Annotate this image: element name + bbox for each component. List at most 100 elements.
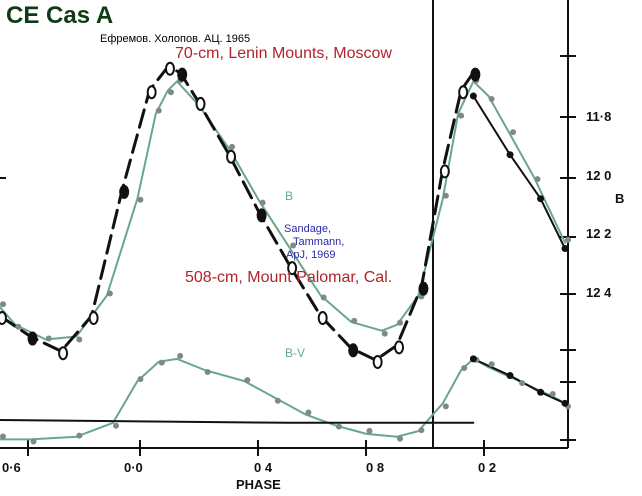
curve-3 xyxy=(472,95,566,250)
teal-series-point-1-11 xyxy=(335,423,342,430)
teal-series-point-0-13 xyxy=(320,294,327,301)
moscow-point-2 xyxy=(58,346,69,361)
x-tick-label-4: 0 8 xyxy=(366,460,384,475)
teal-series-point-0-1 xyxy=(15,323,22,330)
teal-series-point-1-20 xyxy=(549,391,556,397)
moscow-point-14 xyxy=(372,355,383,369)
teal-series-point-1-7 xyxy=(204,369,211,375)
moscow-point-13 xyxy=(348,343,359,358)
moscow-point-16 xyxy=(418,281,429,296)
y-tick-label-3: 12 2 xyxy=(586,226,611,241)
teal-series-point-1-14 xyxy=(418,427,425,434)
black-point-3-1 xyxy=(506,151,514,159)
teal-series-point-0-22 xyxy=(510,129,517,136)
teal-series-point-1-0 xyxy=(0,433,6,440)
teal-series-point-0-15 xyxy=(381,330,388,337)
black-point-5-1 xyxy=(506,372,514,380)
black-point-3-3 xyxy=(561,245,569,253)
teal-series-point-0-5 xyxy=(137,196,144,203)
teal-series-point-1-15 xyxy=(442,403,449,410)
points-layer xyxy=(0,61,571,445)
x-tick-label-5: 0 2 xyxy=(478,460,496,475)
y-tick-label-4: 12 4 xyxy=(586,285,612,300)
teal-series-point-0-12 xyxy=(290,242,297,249)
teal-series-point-0-7 xyxy=(167,89,174,96)
black-point-5-0 xyxy=(469,355,477,363)
teal-series-point-0-10 xyxy=(229,143,236,150)
citation-line-1: Sandage, xyxy=(284,223,331,235)
teal-series-point-0-21 xyxy=(488,96,495,103)
black-point-5-2 xyxy=(537,388,545,396)
teal-series-point-1-2 xyxy=(76,432,83,439)
teal-series-point-0-23 xyxy=(534,176,541,183)
teal-series-point-1-4 xyxy=(137,376,144,383)
teal-series-point-1-18 xyxy=(488,361,495,368)
curve-label-bv: B-V xyxy=(285,346,305,360)
moscow-point-19 xyxy=(470,67,481,82)
x-axis-label: PHASE xyxy=(236,477,281,492)
curve-label-b: B xyxy=(285,189,293,203)
teal-series-point-1-9 xyxy=(274,397,281,404)
moscow-point-0 xyxy=(0,311,7,326)
moscow-point-15 xyxy=(394,340,405,355)
moscow-point-3 xyxy=(88,311,99,326)
moscow-point-10 xyxy=(256,208,267,223)
telescope-palomar: 508-cm, Mount Palomar, Cal. xyxy=(185,269,392,286)
teal-series-point-0-11 xyxy=(259,199,266,206)
teal-series-point-1-16 xyxy=(461,365,468,371)
moscow-point-9 xyxy=(226,149,237,164)
bottom-axis-ticks xyxy=(27,440,485,456)
teal-series-point-1-3 xyxy=(113,422,119,429)
teal-series-point-0-16 xyxy=(397,319,404,326)
moscow-point-7 xyxy=(177,67,188,82)
teal-series-point-0-18 xyxy=(442,192,449,199)
x-tick-label-1: 0·6 xyxy=(2,460,21,475)
teal-series-point-0-3 xyxy=(76,336,83,343)
x-tick-label-3: 0 4 xyxy=(254,460,273,475)
moscow-point-4 xyxy=(119,184,130,199)
y-tick-label-1: 11·8 xyxy=(586,109,611,124)
moscow-point-17 xyxy=(439,164,450,179)
y-tick-label-2: 12 0 xyxy=(586,168,611,183)
teal-series-point-0-14 xyxy=(351,317,358,324)
black-point-3-0 xyxy=(469,92,477,100)
teal-series-point-0-6 xyxy=(155,107,162,114)
x-tick-label-2: 0·0 xyxy=(124,460,143,475)
moscow-point-6 xyxy=(164,61,175,76)
teal-series-point-1-12 xyxy=(366,427,373,434)
teal-series-point-1-1 xyxy=(30,438,37,445)
y-axis-label-b: B xyxy=(615,191,624,206)
teal-series-point-0-0 xyxy=(0,301,6,308)
citation-line-3: ApJ, 1969 xyxy=(286,249,336,261)
authors-russian: Ефремов. Холопов. АЦ. 1965 xyxy=(100,33,250,45)
curve-5 xyxy=(472,357,566,405)
black-point-3-2 xyxy=(537,195,545,203)
moscow-point-11 xyxy=(287,261,298,276)
moscow-point-8 xyxy=(195,96,206,111)
moscow-point-12 xyxy=(317,311,328,326)
teal-series-point-1-10 xyxy=(305,409,312,416)
curve-0 xyxy=(0,80,566,341)
curves-layer xyxy=(0,65,566,441)
teal-series-point-0-19 xyxy=(458,112,465,119)
teal-series-point-0-4 xyxy=(106,290,113,297)
curve-1 xyxy=(0,357,566,441)
right-axis-ticks xyxy=(560,55,576,441)
chart-title: CE Cas A xyxy=(6,2,113,29)
moscow-point-5 xyxy=(146,85,157,100)
curve-2 xyxy=(0,65,475,362)
teal-series-point-1-6 xyxy=(177,352,184,359)
moscow-point-18 xyxy=(458,85,469,100)
teal-series-point-1-5 xyxy=(158,359,165,366)
citation-line-2: Tammann, xyxy=(293,236,344,248)
teal-series-point-0-2 xyxy=(45,335,52,342)
teal-series-point-1-13 xyxy=(397,435,404,442)
teal-series-point-1-8 xyxy=(244,377,251,384)
curve-4 xyxy=(0,419,475,424)
telescope-moscow: 70-cm, Lenin Mounts, Moscow xyxy=(175,45,392,62)
teal-series-point-0-24 xyxy=(565,236,571,243)
moscow-point-1 xyxy=(27,331,38,346)
black-point-5-3 xyxy=(561,399,569,407)
teal-series-point-1-19 xyxy=(519,380,526,387)
